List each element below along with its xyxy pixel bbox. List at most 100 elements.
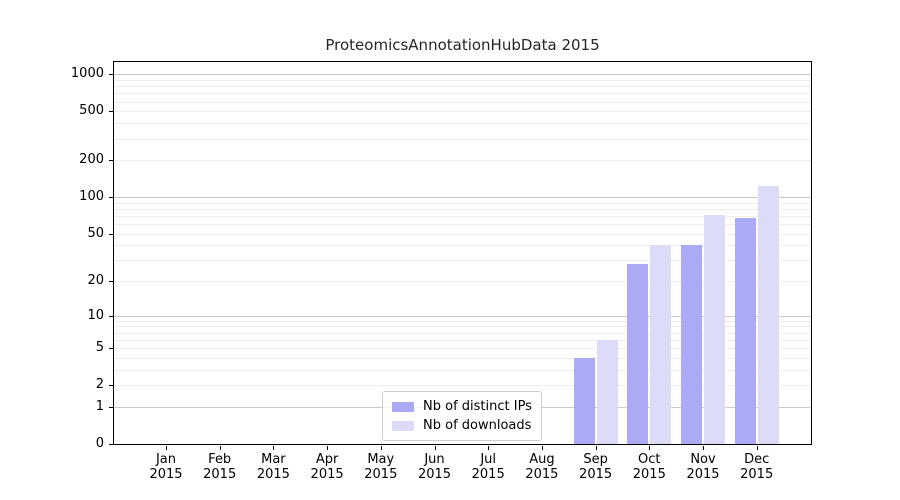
- x-tick-year-aug: 2015: [525, 467, 559, 482]
- x-tick-year-may: 2015: [364, 467, 398, 482]
- x-tick-month-feb: Feb: [208, 452, 232, 467]
- bar-nb-of-downloads-oct-2015: [650, 245, 672, 444]
- minor-gridline-600: [114, 101, 811, 103]
- legend-swatch-nb-of-distinct-ips: [392, 401, 414, 412]
- x-tick-mark-apr: [327, 446, 329, 450]
- x-tick-label-jul: Jul 2015: [456, 452, 520, 482]
- x-tick-mark-oct: [649, 446, 651, 450]
- major-gridline-1000: [114, 74, 811, 76]
- x-tick-month-nov: Nov: [690, 452, 716, 467]
- x-tick-mark-jul: [488, 446, 490, 450]
- x-tick-mark-mar: [273, 446, 275, 450]
- x-tick-label-nov: Nov 2015: [671, 452, 735, 482]
- major-gridline-10: [114, 315, 811, 317]
- y-tick-label-5: 5: [95, 340, 104, 356]
- y-tick-mark-500: [109, 111, 113, 113]
- bar-nb-of-downloads-sep-2015: [596, 339, 618, 444]
- minor-gridline-4: [114, 357, 811, 359]
- legend-swatch-nb-of-downloads: [392, 420, 414, 431]
- x-tick-label-apr: Apr 2015: [295, 452, 359, 482]
- minor-gridline-7: [114, 332, 811, 334]
- minor-gridline-80: [114, 208, 811, 210]
- x-tick-label-feb: Feb 2015: [188, 452, 252, 482]
- x-tick-month-aug: Aug: [529, 452, 555, 467]
- x-tick-label-jan: Jan 2015: [134, 452, 198, 482]
- y-tick-mark-5: [109, 348, 113, 350]
- x-tick-label-dec: Dec 2015: [725, 452, 789, 482]
- minor-gridline-500: [114, 111, 811, 113]
- y-tick-mark-200: [109, 160, 113, 162]
- x-tick-month-jan: Jan: [155, 452, 177, 467]
- y-tick-mark-50: [109, 233, 113, 235]
- y-tick-label-20: 20: [87, 273, 104, 289]
- y-tick-label-1000: 1000: [70, 66, 104, 82]
- minor-gridline-30: [114, 260, 811, 262]
- minor-gridline-2: [114, 385, 811, 387]
- x-tick-mark-dec: [756, 446, 758, 450]
- y-tick-mark-10: [109, 315, 113, 317]
- minor-gridline-40: [114, 245, 811, 247]
- x-tick-year-apr: 2015: [310, 467, 344, 482]
- chart-title: ProteomicsAnnotationHubData 2015: [325, 36, 600, 54]
- x-tick-mark-may: [380, 446, 382, 450]
- legend: Nb of distinct IPs Nb of downloads: [382, 391, 542, 441]
- bar-nb-of-distinct-ips-nov-2015: [681, 245, 702, 444]
- x-tick-mark-nov: [703, 446, 704, 450]
- y-tick-label-1: 1: [95, 398, 104, 414]
- y-tick-mark-20: [109, 281, 113, 283]
- x-tick-year-sep: 2015: [579, 467, 613, 482]
- x-tick-year-feb: 2015: [203, 467, 237, 482]
- legend-label-nb-of-distinct-ips: Nb of distinct IPs: [423, 399, 532, 414]
- plot-area: Nb of distinct IPs Nb of downloads: [113, 61, 812, 445]
- x-tick-month-jul: Jul: [480, 452, 497, 467]
- minor-gridline-200: [114, 160, 811, 162]
- minor-gridline-60: [114, 224, 811, 225]
- minor-gridline-3: [114, 369, 811, 371]
- minor-gridline-300: [114, 138, 811, 140]
- x-tick-mark-jun: [434, 446, 436, 450]
- minor-gridline-5: [114, 348, 811, 350]
- bar-nb-of-distinct-ips-dec-2015: [734, 218, 756, 444]
- minor-gridline-90: [114, 202, 811, 204]
- x-tick-year-dec: 2015: [740, 467, 774, 482]
- y-tick-label-0: 0: [95, 436, 104, 451]
- minor-gridline-400: [114, 123, 811, 125]
- minor-gridline-8: [114, 326, 811, 328]
- y-tick-label-500: 500: [79, 103, 104, 119]
- minor-gridline-800: [114, 86, 811, 88]
- x-tick-year-jan: 2015: [149, 467, 183, 482]
- bar-nb-of-downloads-dec-2015: [757, 186, 779, 444]
- minor-gridline-6: [114, 339, 811, 341]
- y-tick-mark-0: [109, 444, 113, 445]
- legend-label-nb-of-downloads: Nb of downloads: [423, 418, 532, 433]
- y-tick-label-100: 100: [79, 189, 104, 205]
- x-tick-month-may: May: [367, 452, 395, 467]
- x-tick-month-mar: Mar: [261, 452, 286, 467]
- y-tick-label-2: 2: [95, 377, 104, 393]
- x-tick-month-dec: Dec: [744, 452, 770, 467]
- bar-nb-of-distinct-ips-oct-2015: [627, 263, 649, 444]
- x-tick-label-aug: Aug 2015: [510, 452, 574, 482]
- y-tick-mark-2: [109, 385, 113, 387]
- minor-gridline-20: [114, 281, 811, 283]
- major-gridline-100: [114, 197, 811, 199]
- y-tick-label-200: 200: [79, 152, 104, 168]
- y-tick-label-50: 50: [87, 225, 104, 241]
- x-tick-year-nov: 2015: [686, 467, 720, 482]
- x-tick-mark-feb: [219, 446, 221, 450]
- x-tick-month-oct: Oct: [638, 452, 661, 467]
- y-tick-mark-100: [109, 197, 113, 199]
- x-tick-mark-sep: [595, 446, 597, 450]
- minor-gridline-50: [114, 233, 811, 235]
- minor-gridline-900: [114, 79, 811, 81]
- x-tick-label-may: May 2015: [349, 452, 413, 482]
- x-tick-year-jul: 2015: [471, 467, 505, 482]
- minor-gridline-700: [114, 93, 811, 95]
- x-tick-year-mar: 2015: [256, 467, 290, 482]
- x-tick-month-apr: Apr: [315, 452, 339, 467]
- x-tick-mark-jan: [166, 446, 167, 450]
- legend-item-nb-of-downloads: Nb of downloads: [392, 416, 532, 435]
- x-tick-year-oct: 2015: [632, 467, 666, 482]
- minor-gridline-9: [114, 320, 811, 322]
